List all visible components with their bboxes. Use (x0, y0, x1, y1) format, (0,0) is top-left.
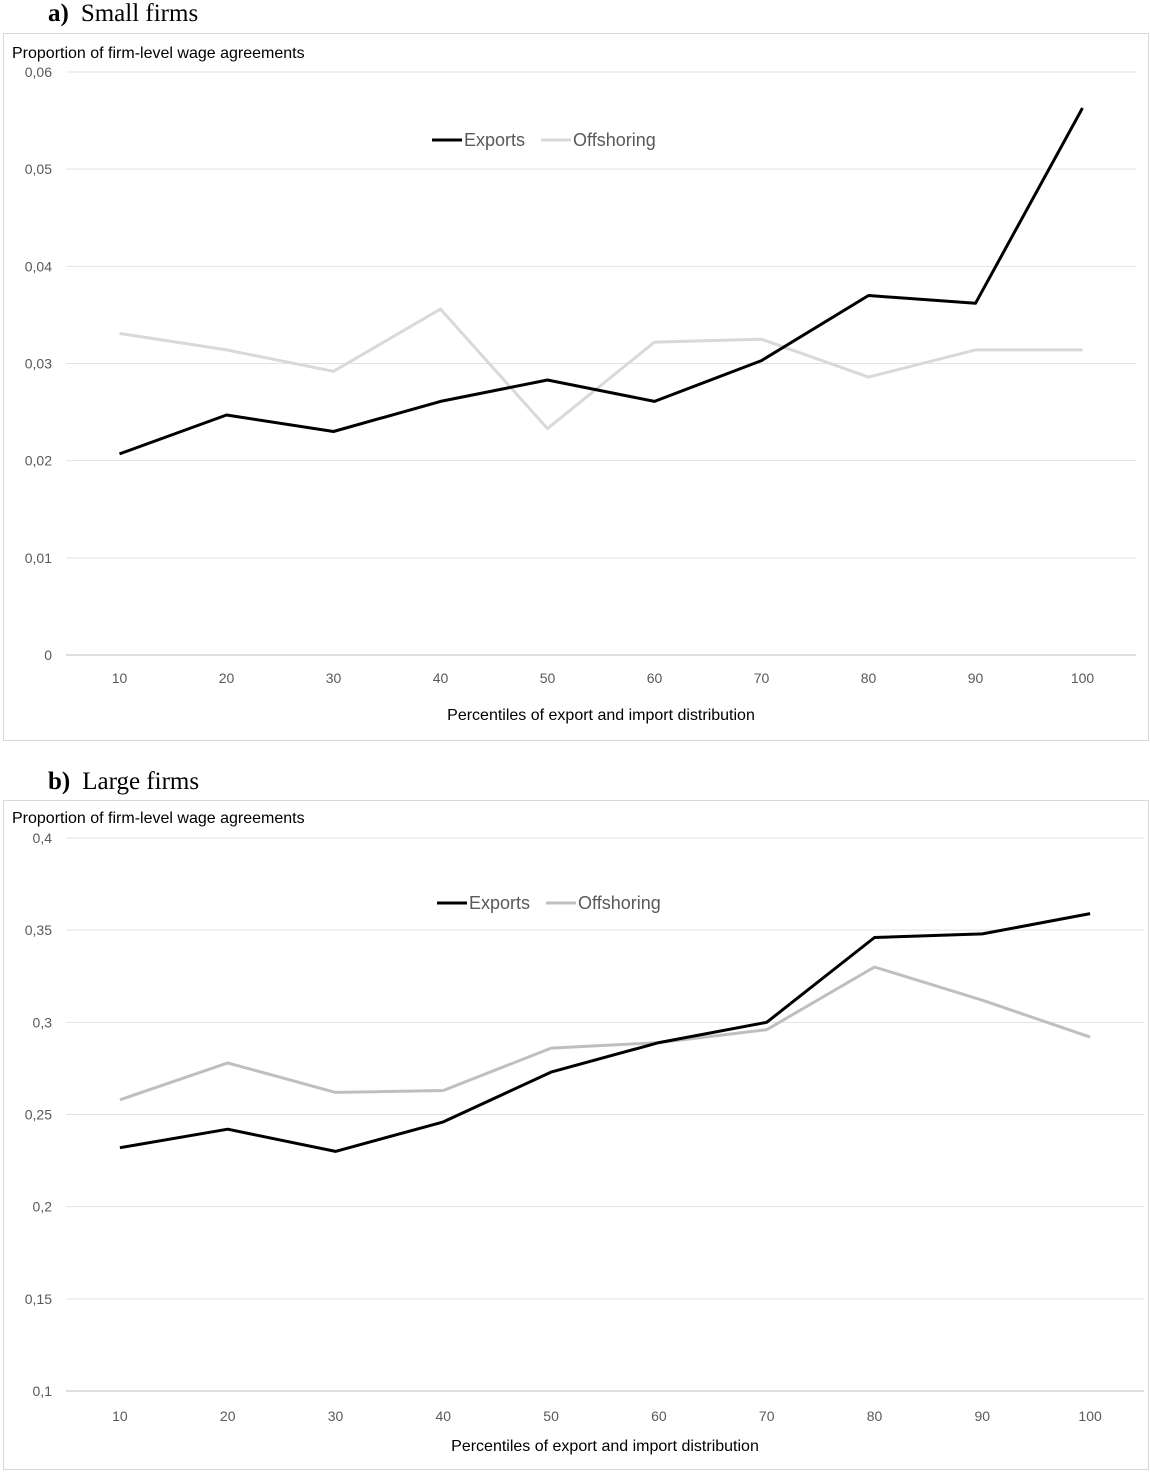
panel-b-title-text: Large firms (82, 768, 200, 795)
chart-b-y-tick-label: 0,2 (33, 1199, 53, 1215)
chart-b: Proportion of firm-level wage agreements… (12, 810, 1144, 1455)
chart-b-series-offshoring-line (119, 965, 1091, 1102)
chart-a-frame: Proportion of firm-level wage agreements… (3, 33, 1149, 741)
chart-a-x-tick-label: 80 (861, 670, 877, 686)
chart-a-series-offshoring-line (119, 307, 1083, 431)
chart-a-x-tick-label: 20 (219, 670, 235, 686)
chart-b-y-tick-label: 0,35 (25, 922, 52, 938)
chart-a-y-tick-label: 0,04 (25, 258, 52, 274)
chart-a-series-exports-line (118, 107, 1084, 456)
panel-b-title: b) Large firms (48, 768, 199, 796)
chart-a-x-tick-label: 60 (647, 670, 663, 686)
chart-b-x-tick-label: 50 (543, 1408, 559, 1424)
chart-b-y-tick-label: 0,25 (25, 1107, 52, 1123)
chart-a-y-tick-label: 0,01 (25, 550, 52, 566)
chart-b-x-tick-label: 80 (867, 1408, 883, 1424)
chart-b-legend-label-offshoring: Offshoring (578, 893, 661, 913)
chart-b-x-tick-label: 40 (436, 1408, 452, 1424)
panel-a-letter: a) (48, 0, 69, 27)
chart-a-y-tick-label: 0,03 (25, 356, 52, 372)
chart-a-legend-label-exports: Exports (464, 130, 525, 150)
chart-b-x-axis-title: Percentiles of export and import distrib… (451, 1438, 759, 1455)
chart-b-x-tick-label: 70 (759, 1408, 775, 1424)
chart-b-y-tick-label: 0,1 (33, 1383, 53, 1399)
panel-b-letter: b) (48, 768, 71, 795)
chart-a-x-tick-label: 30 (326, 670, 342, 686)
chart-a-x-tick-label: 90 (968, 670, 984, 686)
chart-a-x-axis-title: Percentiles of export and import distrib… (447, 707, 755, 724)
chart-a-legend-label-offshoring: Offshoring (573, 130, 656, 150)
chart-b-x-tick-label: 20 (220, 1408, 236, 1424)
panel-a-title: a) Small firms (48, 0, 198, 28)
chart-a-y-axis-title: Proportion of firm-level wage agreements (12, 45, 305, 62)
chart-b-x-tick-label: 10 (112, 1408, 128, 1424)
chart-b-x-tick-label: 60 (651, 1408, 667, 1424)
panel-a-title-text: Small firms (80, 0, 199, 27)
chart-b-y-tick-label: 0,4 (33, 830, 53, 846)
chart-b-legend-label-exports: Exports (469, 893, 530, 913)
chart-a-y-tick-label: 0,05 (25, 161, 52, 177)
chart-b-series-exports-line (119, 912, 1091, 1153)
chart-b-y-axis-title: Proportion of firm-level wage agreements (12, 810, 305, 827)
chart-a: Proportion of firm-level wage agreements… (12, 45, 1136, 724)
chart-a-x-tick-label: 10 (112, 670, 128, 686)
chart-a-y-tick-label: 0,02 (25, 453, 52, 469)
chart-a-x-tick-label: 40 (433, 670, 449, 686)
chart-b-y-tick-label: 0,15 (25, 1291, 52, 1307)
chart-a-x-tick-label: 50 (540, 670, 556, 686)
chart-b-x-tick-label: 30 (328, 1408, 344, 1424)
chart-a-x-tick-label: 70 (754, 670, 770, 686)
chart-b-y-tick-label: 0,3 (33, 1014, 53, 1030)
chart-a-x-tick-label: 100 (1071, 670, 1095, 686)
chart-a-y-tick-label: 0 (44, 647, 52, 663)
chart-b-frame: Proportion of firm-level wage agreements… (3, 800, 1149, 1470)
chart-b-x-tick-label: 100 (1078, 1408, 1102, 1424)
chart-a-y-tick-label: 0,06 (25, 64, 52, 80)
chart-b-x-tick-label: 90 (975, 1408, 991, 1424)
